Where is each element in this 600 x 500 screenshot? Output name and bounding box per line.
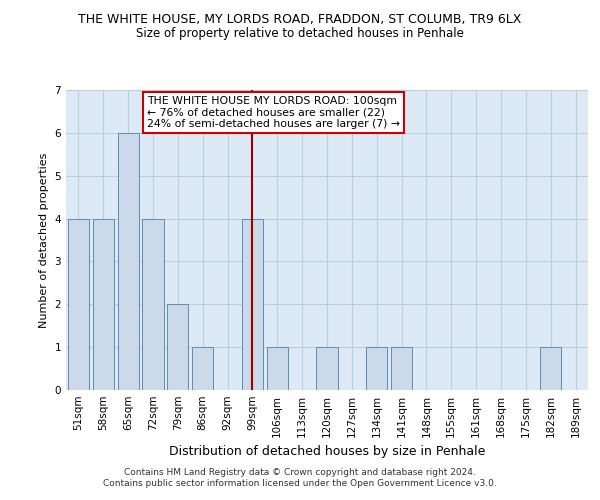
- Bar: [68, 218, 89, 390]
- Bar: [93, 218, 114, 390]
- Bar: [540, 347, 561, 390]
- Bar: [366, 347, 387, 390]
- Bar: [167, 304, 188, 390]
- Text: Contains HM Land Registry data © Crown copyright and database right 2024.
Contai: Contains HM Land Registry data © Crown c…: [103, 468, 497, 487]
- Text: THE WHITE HOUSE, MY LORDS ROAD, FRADDON, ST COLUMB, TR9 6LX: THE WHITE HOUSE, MY LORDS ROAD, FRADDON,…: [79, 12, 521, 26]
- X-axis label: Distribution of detached houses by size in Penhale: Distribution of detached houses by size …: [169, 446, 485, 458]
- Bar: [242, 218, 263, 390]
- Bar: [316, 347, 338, 390]
- Text: THE WHITE HOUSE MY LORDS ROAD: 100sqm
← 76% of detached houses are smaller (22)
: THE WHITE HOUSE MY LORDS ROAD: 100sqm ← …: [147, 96, 400, 129]
- Y-axis label: Number of detached properties: Number of detached properties: [39, 152, 49, 328]
- Bar: [142, 218, 164, 390]
- Text: Size of property relative to detached houses in Penhale: Size of property relative to detached ho…: [136, 28, 464, 40]
- Bar: [391, 347, 412, 390]
- Bar: [267, 347, 288, 390]
- Bar: [192, 347, 213, 390]
- Bar: [118, 133, 139, 390]
